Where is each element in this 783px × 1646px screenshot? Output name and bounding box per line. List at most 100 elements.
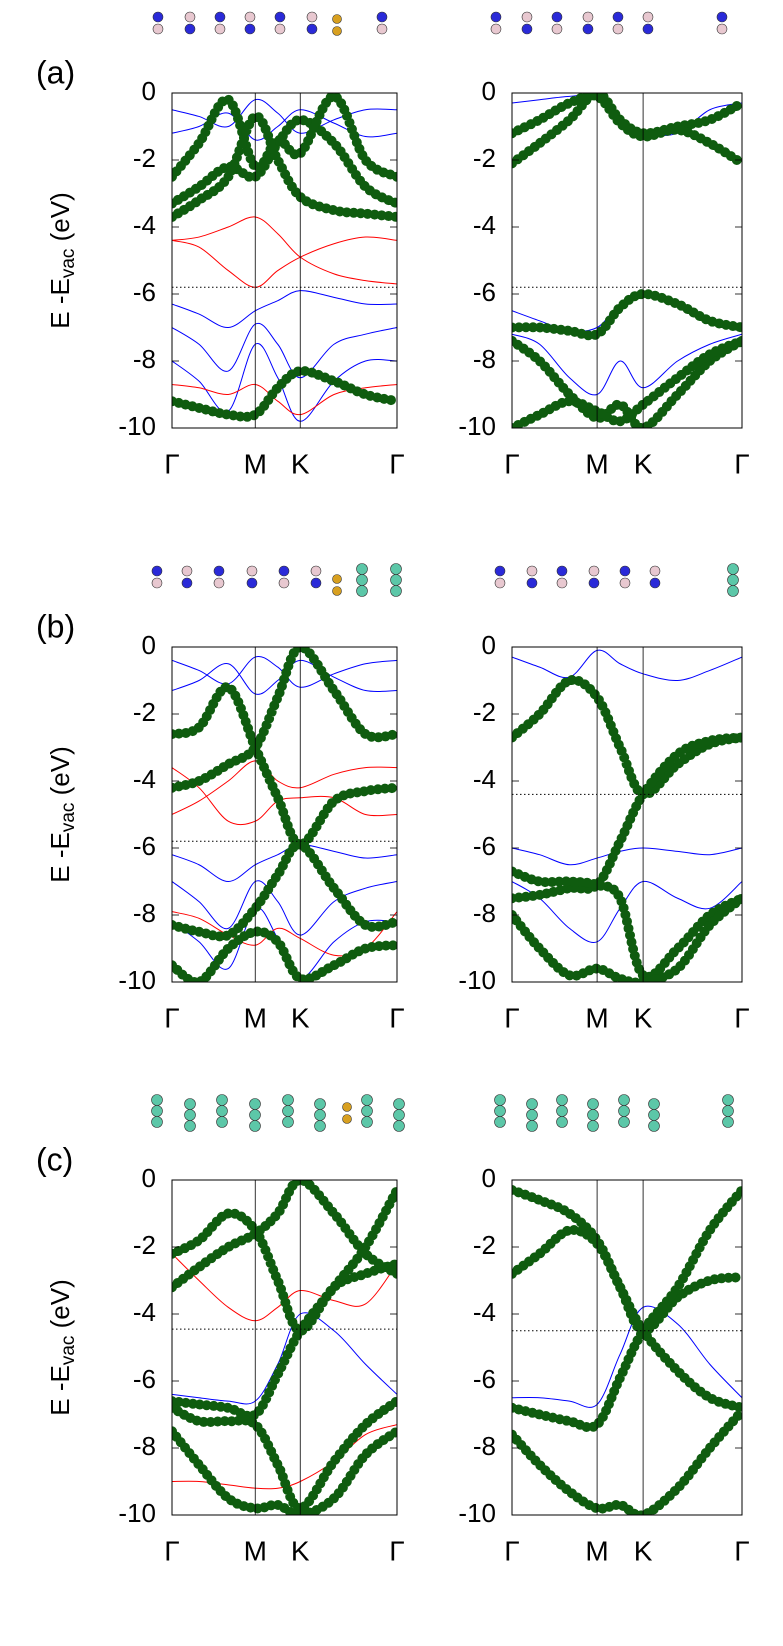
y-label-unit: (eV): [45, 192, 75, 248]
x-tick-label: K: [634, 448, 653, 479]
y-label-sub: vac: [58, 803, 79, 833]
band: [512, 333, 742, 396]
y-tick-label: 0: [142, 630, 156, 660]
atom: [152, 23, 164, 35]
atom: [587, 1120, 599, 1132]
atom: [727, 563, 739, 575]
atom: [181, 565, 193, 577]
atom: [376, 11, 388, 23]
atom: [246, 577, 258, 589]
atom: [356, 585, 368, 597]
fat-band: [512, 1224, 742, 1413]
atom: [314, 1109, 326, 1121]
y-tick-label: -8: [133, 344, 156, 374]
y-tick-label: -2: [133, 143, 156, 173]
atom: [587, 1098, 599, 1110]
fat-band: [172, 1208, 397, 1336]
y-tick-label: -2: [473, 143, 496, 173]
fat-band: [512, 732, 742, 904]
atom: [310, 577, 322, 589]
panel-label: (c): [36, 1141, 73, 1177]
atom: [214, 23, 226, 35]
atom: [556, 565, 568, 577]
atom: [612, 11, 624, 23]
x-tick-label: Γ: [164, 448, 179, 479]
x-tick-label: M: [585, 1002, 608, 1033]
atom: [393, 1120, 405, 1132]
x-tick-label: M: [585, 448, 608, 479]
atom: [184, 1109, 196, 1121]
x-tick-label: K: [634, 1535, 653, 1566]
y-tick-label: -10: [118, 1498, 156, 1528]
atom: [342, 1114, 352, 1124]
atom: [213, 565, 225, 577]
fat-band: [172, 1396, 397, 1514]
atom: [393, 1098, 405, 1110]
y-label-sub: vac: [58, 1336, 79, 1366]
fat-band: [512, 93, 742, 169]
fat-band: [172, 839, 397, 942]
x-tick-label: K: [291, 1002, 310, 1033]
atom: [619, 577, 631, 589]
panel-label: (b): [36, 608, 75, 644]
atom: [184, 1098, 196, 1110]
plot-area: [512, 93, 742, 428]
fat-band: [512, 335, 742, 428]
y-label-unit: (eV): [45, 1279, 75, 1335]
atom: [246, 565, 258, 577]
x-tick-label: Γ: [504, 448, 519, 479]
atom: [213, 577, 225, 589]
atom: [526, 577, 538, 589]
x-tick-label: Γ: [164, 1002, 179, 1033]
y-tick-label: -10: [458, 411, 496, 441]
x-tick-label: M: [244, 1002, 267, 1033]
atom: [151, 565, 163, 577]
band: [172, 844, 397, 883]
y-tick-label: -4: [133, 210, 156, 240]
atom: [526, 1098, 538, 1110]
y-tick-label: -6: [133, 1364, 156, 1394]
atom: [490, 11, 502, 23]
y-label-main: E -E: [45, 832, 75, 883]
atom: [521, 11, 533, 23]
atom: [282, 1105, 294, 1117]
y-tick-label: -10: [118, 965, 156, 995]
atom: [588, 565, 600, 577]
plot-frame: [171, 1179, 398, 1516]
panel-label: (a): [36, 54, 75, 90]
atom: [722, 1105, 734, 1117]
atom: [314, 1120, 326, 1132]
atom: [556, 1116, 568, 1128]
atom: [393, 1109, 405, 1121]
fat-band: [512, 866, 742, 982]
plot-frame: [511, 1179, 743, 1516]
x-tick-label: Γ: [164, 1535, 179, 1566]
atom: [310, 565, 322, 577]
atom: [314, 1098, 326, 1110]
atom: [551, 11, 563, 23]
fat-band: [172, 1185, 397, 1422]
atom: [361, 1094, 373, 1106]
y-tick-label: -4: [473, 764, 496, 794]
atom: [649, 565, 661, 577]
atom: [390, 563, 402, 575]
atom: [244, 11, 256, 23]
x-tick-label: Γ: [734, 448, 749, 479]
atom: [619, 565, 631, 577]
atom: [556, 1094, 568, 1106]
y-tick-label: 0: [482, 630, 496, 660]
atom: [490, 23, 502, 35]
atom: [274, 11, 286, 23]
atom: [588, 577, 600, 589]
band: [512, 847, 742, 866]
atom: [216, 1105, 228, 1117]
y-tick-label: -6: [473, 1364, 496, 1394]
atom: [216, 1116, 228, 1128]
y-label-sub: vac: [58, 249, 79, 279]
y-tick-label: -8: [473, 1431, 496, 1461]
atom: [587, 1109, 599, 1121]
atom: [716, 11, 728, 23]
plot-area: [512, 1185, 742, 1515]
y-label-main: E -E: [45, 1365, 75, 1416]
atom: [249, 1098, 261, 1110]
